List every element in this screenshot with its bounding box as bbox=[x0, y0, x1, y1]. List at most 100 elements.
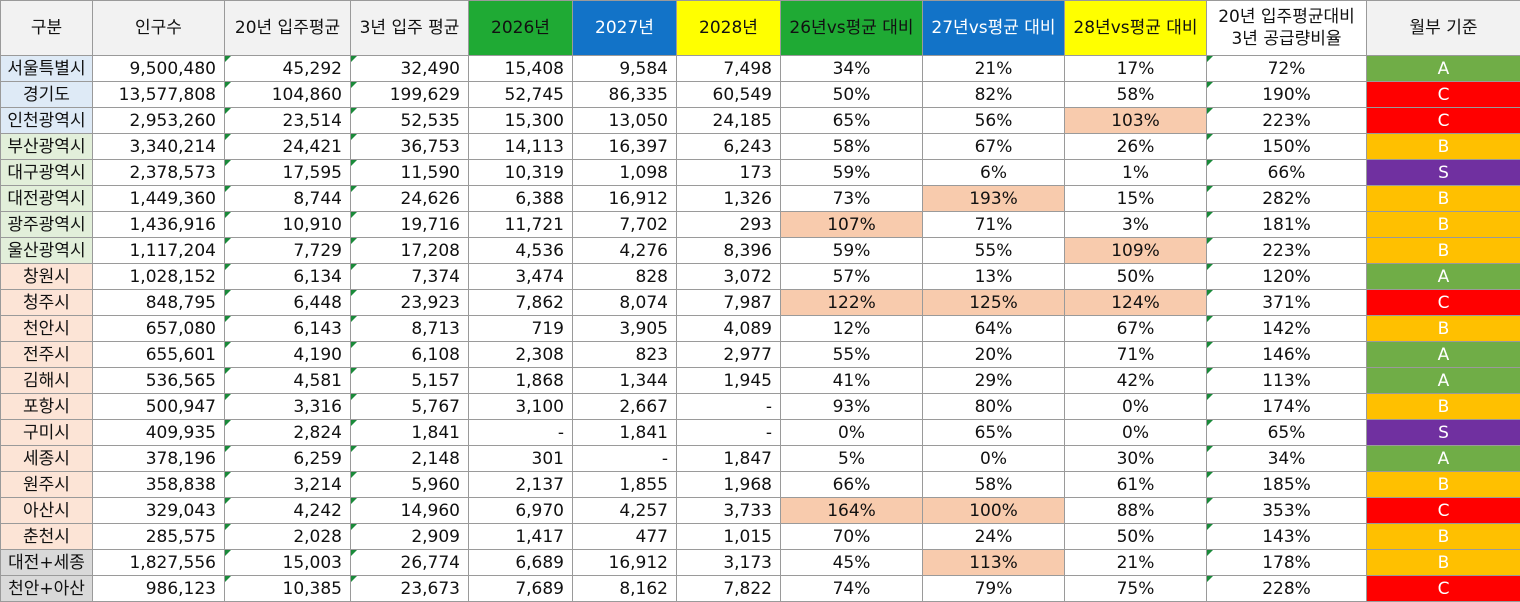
cell-grade: B bbox=[1366, 133, 1520, 160]
cell-2027-vs-average: 67% bbox=[922, 133, 1065, 160]
cell-grade: B bbox=[1366, 237, 1520, 264]
cell-population: 986,123 bbox=[92, 575, 225, 602]
cell-3yr-average: 36,753 bbox=[350, 133, 469, 160]
cell-grade: A bbox=[1366, 55, 1520, 82]
cell-population: 285,575 bbox=[92, 523, 225, 550]
cell-2026-vs-average: 164% bbox=[780, 497, 923, 524]
cell-grade: B bbox=[1366, 185, 1520, 212]
cell-20yr-average: 3,316 bbox=[224, 393, 351, 420]
cell-grade: C bbox=[1366, 289, 1520, 316]
cell-2027: 16,912 bbox=[572, 185, 677, 212]
cell-2028-vs-average: 42% bbox=[1064, 367, 1207, 394]
cell-2028: 24,185 bbox=[676, 107, 781, 134]
cell-grade: A bbox=[1366, 263, 1520, 290]
cell-population: 329,043 bbox=[92, 497, 225, 524]
cell-2026: 6,388 bbox=[468, 185, 573, 212]
cell-grade: S bbox=[1366, 159, 1520, 186]
table-row: 아산시 329,043 4,242 14,960 6,970 4,257 3,733 164%… bbox=[0, 497, 1520, 524]
cell-supply-ratio: 223% bbox=[1206, 237, 1367, 264]
cell-2028: 1,326 bbox=[676, 185, 781, 212]
cell-region: 춘천시 bbox=[0, 523, 93, 550]
cell-20yr-average: 6,448 bbox=[224, 289, 351, 316]
cell-region: 전주시 bbox=[0, 341, 93, 368]
cell-region: 대구광역시 bbox=[0, 159, 93, 186]
cell-grade: C bbox=[1366, 497, 1520, 524]
table-row: 원주시 358,838 3,214 5,960 2,137 1,855 1,968 66% 58… bbox=[0, 471, 1520, 498]
cell-2028-vs-average: 124% bbox=[1064, 289, 1207, 316]
cell-2027: 1,855 bbox=[572, 471, 677, 498]
cell-2028: 6,243 bbox=[676, 133, 781, 160]
table-row: 김해시 536,565 4,581 5,157 1,868 1,344 1,945 41% 29… bbox=[0, 367, 1520, 394]
cell-20yr-average: 2,028 bbox=[224, 523, 351, 550]
table-row: 경기도 13,577,808 104,860 199,629 52,745 86,335 6… bbox=[0, 81, 1520, 108]
table-row: 천안시 657,080 6,143 8,713 719 3,905 4,089 12% 64% 6… bbox=[0, 315, 1520, 342]
cell-supply-ratio: 66% bbox=[1206, 159, 1367, 186]
cell-2027-vs-average: 113% bbox=[922, 549, 1065, 576]
header-region: 구분 bbox=[0, 0, 93, 56]
cell-2027: 4,257 bbox=[572, 497, 677, 524]
cell-2028: 7,822 bbox=[676, 575, 781, 602]
cell-2026: 6,689 bbox=[468, 549, 573, 576]
cell-2026: 719 bbox=[468, 315, 573, 342]
table-row: 대구광역시 2,378,573 17,595 11,590 10,319 1,098 173… bbox=[0, 159, 1520, 186]
table-row: 광주광역시 1,436,916 10,910 19,716 11,721 7,702 293… bbox=[0, 211, 1520, 238]
cell-population: 848,795 bbox=[92, 289, 225, 316]
cell-2027-vs-average: 100% bbox=[922, 497, 1065, 524]
header-2027-vs-average: 27년vs평균 대비 bbox=[922, 0, 1065, 56]
cell-supply-ratio: 113% bbox=[1206, 367, 1367, 394]
cell-2028-vs-average: 50% bbox=[1064, 523, 1207, 550]
table-row: 천안+아산 986,123 10,385 23,673 7,689 8,162 7,822 7… bbox=[0, 575, 1520, 602]
cell-population: 358,838 bbox=[92, 471, 225, 498]
cell-2026: 10,319 bbox=[468, 159, 573, 186]
cell-2027-vs-average: 20% bbox=[922, 341, 1065, 368]
table-row: 청주시 848,795 6,448 23,923 7,862 8,074 7,987 122%… bbox=[0, 289, 1520, 316]
cell-2026-vs-average: 34% bbox=[780, 55, 923, 82]
cell-population: 1,117,204 bbox=[92, 237, 225, 264]
cell-2028: - bbox=[676, 419, 781, 446]
cell-20yr-average: 8,744 bbox=[224, 185, 351, 212]
cell-grade: A bbox=[1366, 341, 1520, 368]
cell-grade: B bbox=[1366, 549, 1520, 576]
cell-3yr-average: 6,108 bbox=[350, 341, 469, 368]
cell-2028-vs-average: 71% bbox=[1064, 341, 1207, 368]
cell-2027-vs-average: 71% bbox=[922, 211, 1065, 238]
cell-3yr-average: 26,774 bbox=[350, 549, 469, 576]
cell-2028-vs-average: 0% bbox=[1064, 393, 1207, 420]
cell-3yr-average: 24,626 bbox=[350, 185, 469, 212]
cell-2026-vs-average: 58% bbox=[780, 133, 923, 160]
cell-population: 655,601 bbox=[92, 341, 225, 368]
cell-3yr-average: 5,767 bbox=[350, 393, 469, 420]
cell-2026-vs-average: 70% bbox=[780, 523, 923, 550]
cell-3yr-average: 23,923 bbox=[350, 289, 469, 316]
cell-2028: 60,549 bbox=[676, 81, 781, 108]
table-row: 구미시 409,935 2,824 1,841-1,841-0% 65% 0% 65% S bbox=[0, 419, 1520, 446]
cell-3yr-average: 14,960 bbox=[350, 497, 469, 524]
cell-population: 378,196 bbox=[92, 445, 225, 472]
cell-population: 1,028,152 bbox=[92, 263, 225, 290]
cell-2027-vs-average: 56% bbox=[922, 107, 1065, 134]
cell-2026: 7,689 bbox=[468, 575, 573, 602]
cell-region: 울산광역시 bbox=[0, 237, 93, 264]
cell-3yr-average: 8,713 bbox=[350, 315, 469, 342]
cell-2026-vs-average: 59% bbox=[780, 237, 923, 264]
cell-2027-vs-average: 13% bbox=[922, 263, 1065, 290]
cell-2026: 3,100 bbox=[468, 393, 573, 420]
cell-region: 세종시 bbox=[0, 445, 93, 472]
cell-2027: 8,162 bbox=[572, 575, 677, 602]
cell-region: 천안+아산 bbox=[0, 575, 93, 602]
cell-2027: 16,397 bbox=[572, 133, 677, 160]
cell-supply-ratio: 178% bbox=[1206, 549, 1367, 576]
cell-2027: 1,344 bbox=[572, 367, 677, 394]
cell-2026: 7,862 bbox=[468, 289, 573, 316]
cell-2028-vs-average: 15% bbox=[1064, 185, 1207, 212]
cell-supply-ratio: 190% bbox=[1206, 81, 1367, 108]
cell-2027: 823 bbox=[572, 341, 677, 368]
cell-2028: 4,089 bbox=[676, 315, 781, 342]
cell-2027: 86,335 bbox=[572, 81, 677, 108]
header-2026: 2026년 bbox=[468, 0, 573, 56]
header-supply-ratio: 20년 입주평균대비 3년 공급량비율 bbox=[1206, 0, 1367, 56]
cell-2026: 1,417 bbox=[468, 523, 573, 550]
table-row: 춘천시 285,575 2,028 2,909 1,417 477 1,015 70% 24% 5… bbox=[0, 523, 1520, 550]
cell-2027: 7,702 bbox=[572, 211, 677, 238]
cell-region: 광주광역시 bbox=[0, 211, 93, 238]
